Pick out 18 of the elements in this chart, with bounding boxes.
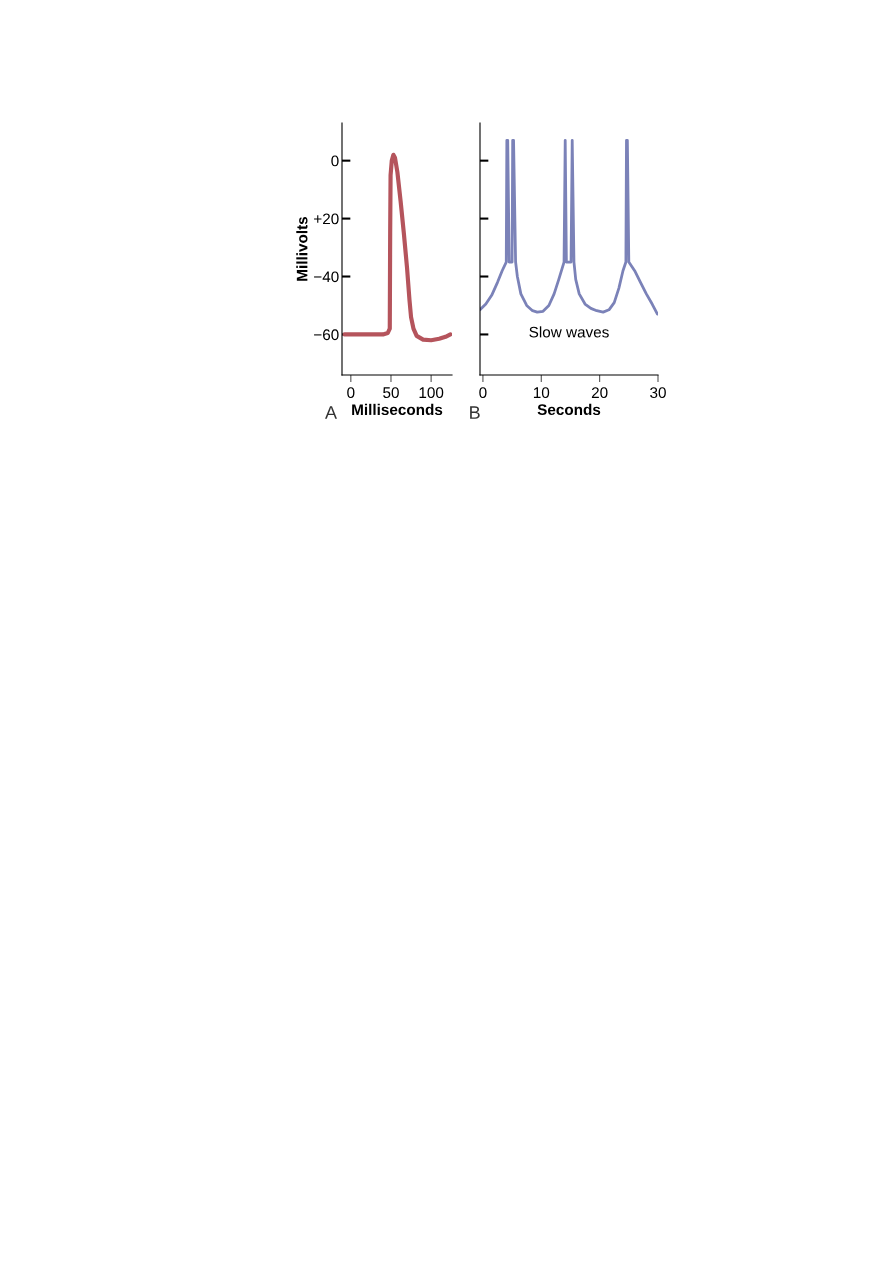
x-tick-label: 0	[479, 387, 487, 399]
annotation: Slow waves	[529, 326, 609, 338]
x-tick-label: 50	[383, 387, 399, 399]
x-tick-label: 30	[650, 387, 666, 399]
text: B	[470, 406, 480, 419]
x-axis-title: Seconds	[537, 403, 601, 416]
x-tick-label: 100	[419, 387, 444, 399]
y-tick-label: −40	[314, 271, 339, 283]
x-tick-label: 0	[347, 387, 355, 399]
text: A	[325, 406, 337, 419]
line-series	[342, 152, 452, 343]
x-axis-title: Milliseconds	[352, 403, 443, 416]
y-tick-label: +20	[314, 213, 339, 225]
y-tick-label: −60	[314, 329, 339, 341]
x-tick-label: 20	[591, 387, 608, 399]
y-axis-title: Millivolts	[296, 216, 308, 281]
y-tick-label: 0	[331, 155, 339, 167]
x-tick-label: 10	[533, 387, 550, 399]
